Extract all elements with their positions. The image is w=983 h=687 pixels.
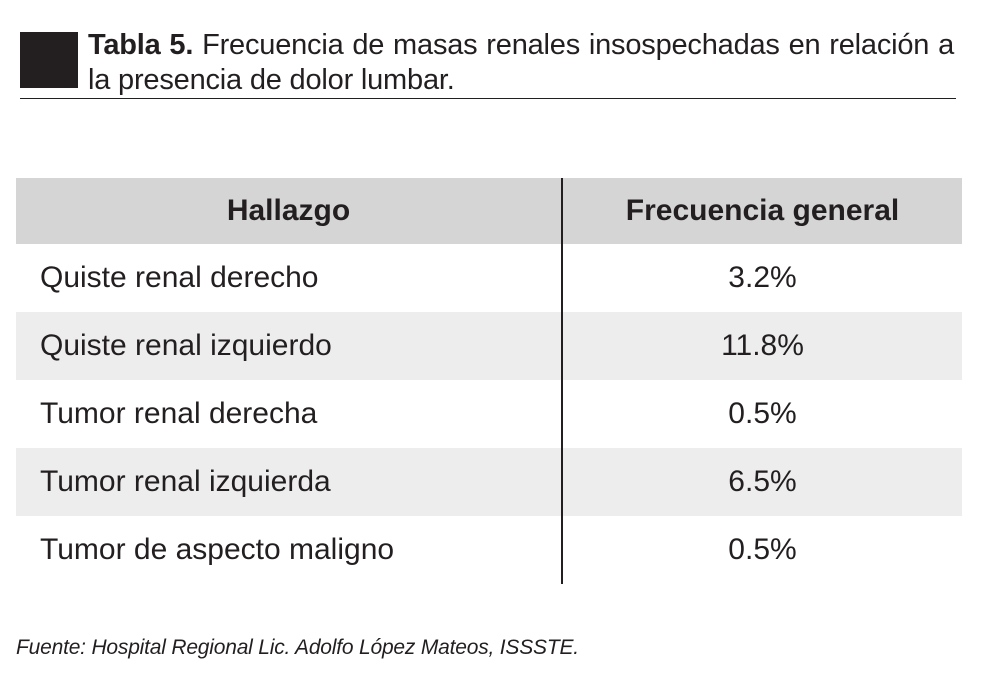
table-header-row: Hallazgo Frecuencia general [16,178,962,244]
table-row: Tumor renal izquierda 6.5% [16,448,962,516]
table-caption: Tabla 5. Frecuencia de masas renales ins… [20,28,956,99]
table-row: Tumor renal derecha 0.5% [16,380,962,448]
caption-description: Frecuencia de masas renales insospechada… [88,29,954,96]
finding-cell: Quiste renal izquierdo [16,312,563,380]
table-row: Quiste renal izquierdo 11.8% [16,312,962,380]
column-header-frequency: Frecuencia general [562,178,962,244]
finding-cell: Tumor renal derecha [16,380,563,448]
finding-cell: Quiste renal derecho [16,244,563,312]
frequency-cell: 3.2% [728,261,797,294]
frequency-cell: 11.8% [562,312,962,380]
table-row: Tumor de aspecto maligno 0.5% [16,516,962,584]
caption-text: Tabla 5. Frecuencia de masas renales ins… [88,28,954,98]
caption-label: Tabla 5. [88,29,194,61]
findings-table: Hallazgo Frecuencia general Quiste renal… [16,178,962,584]
finding-cell: Tumor renal izquierda [16,448,563,516]
frequency-cell: 0.5% [728,397,797,430]
finding-cell: Tumor de aspecto maligno [16,516,563,584]
frequency-cell: 6.5% [562,448,962,516]
frequency-cell: 0.5% [728,533,797,566]
source-note: Fuente: Hospital Regional Lic. Adolfo Ló… [16,636,579,659]
table-row: Quiste renal derecho 3.2% [16,244,962,312]
caption-marker-square [20,32,78,88]
column-header-finding: Hallazgo [16,178,563,244]
